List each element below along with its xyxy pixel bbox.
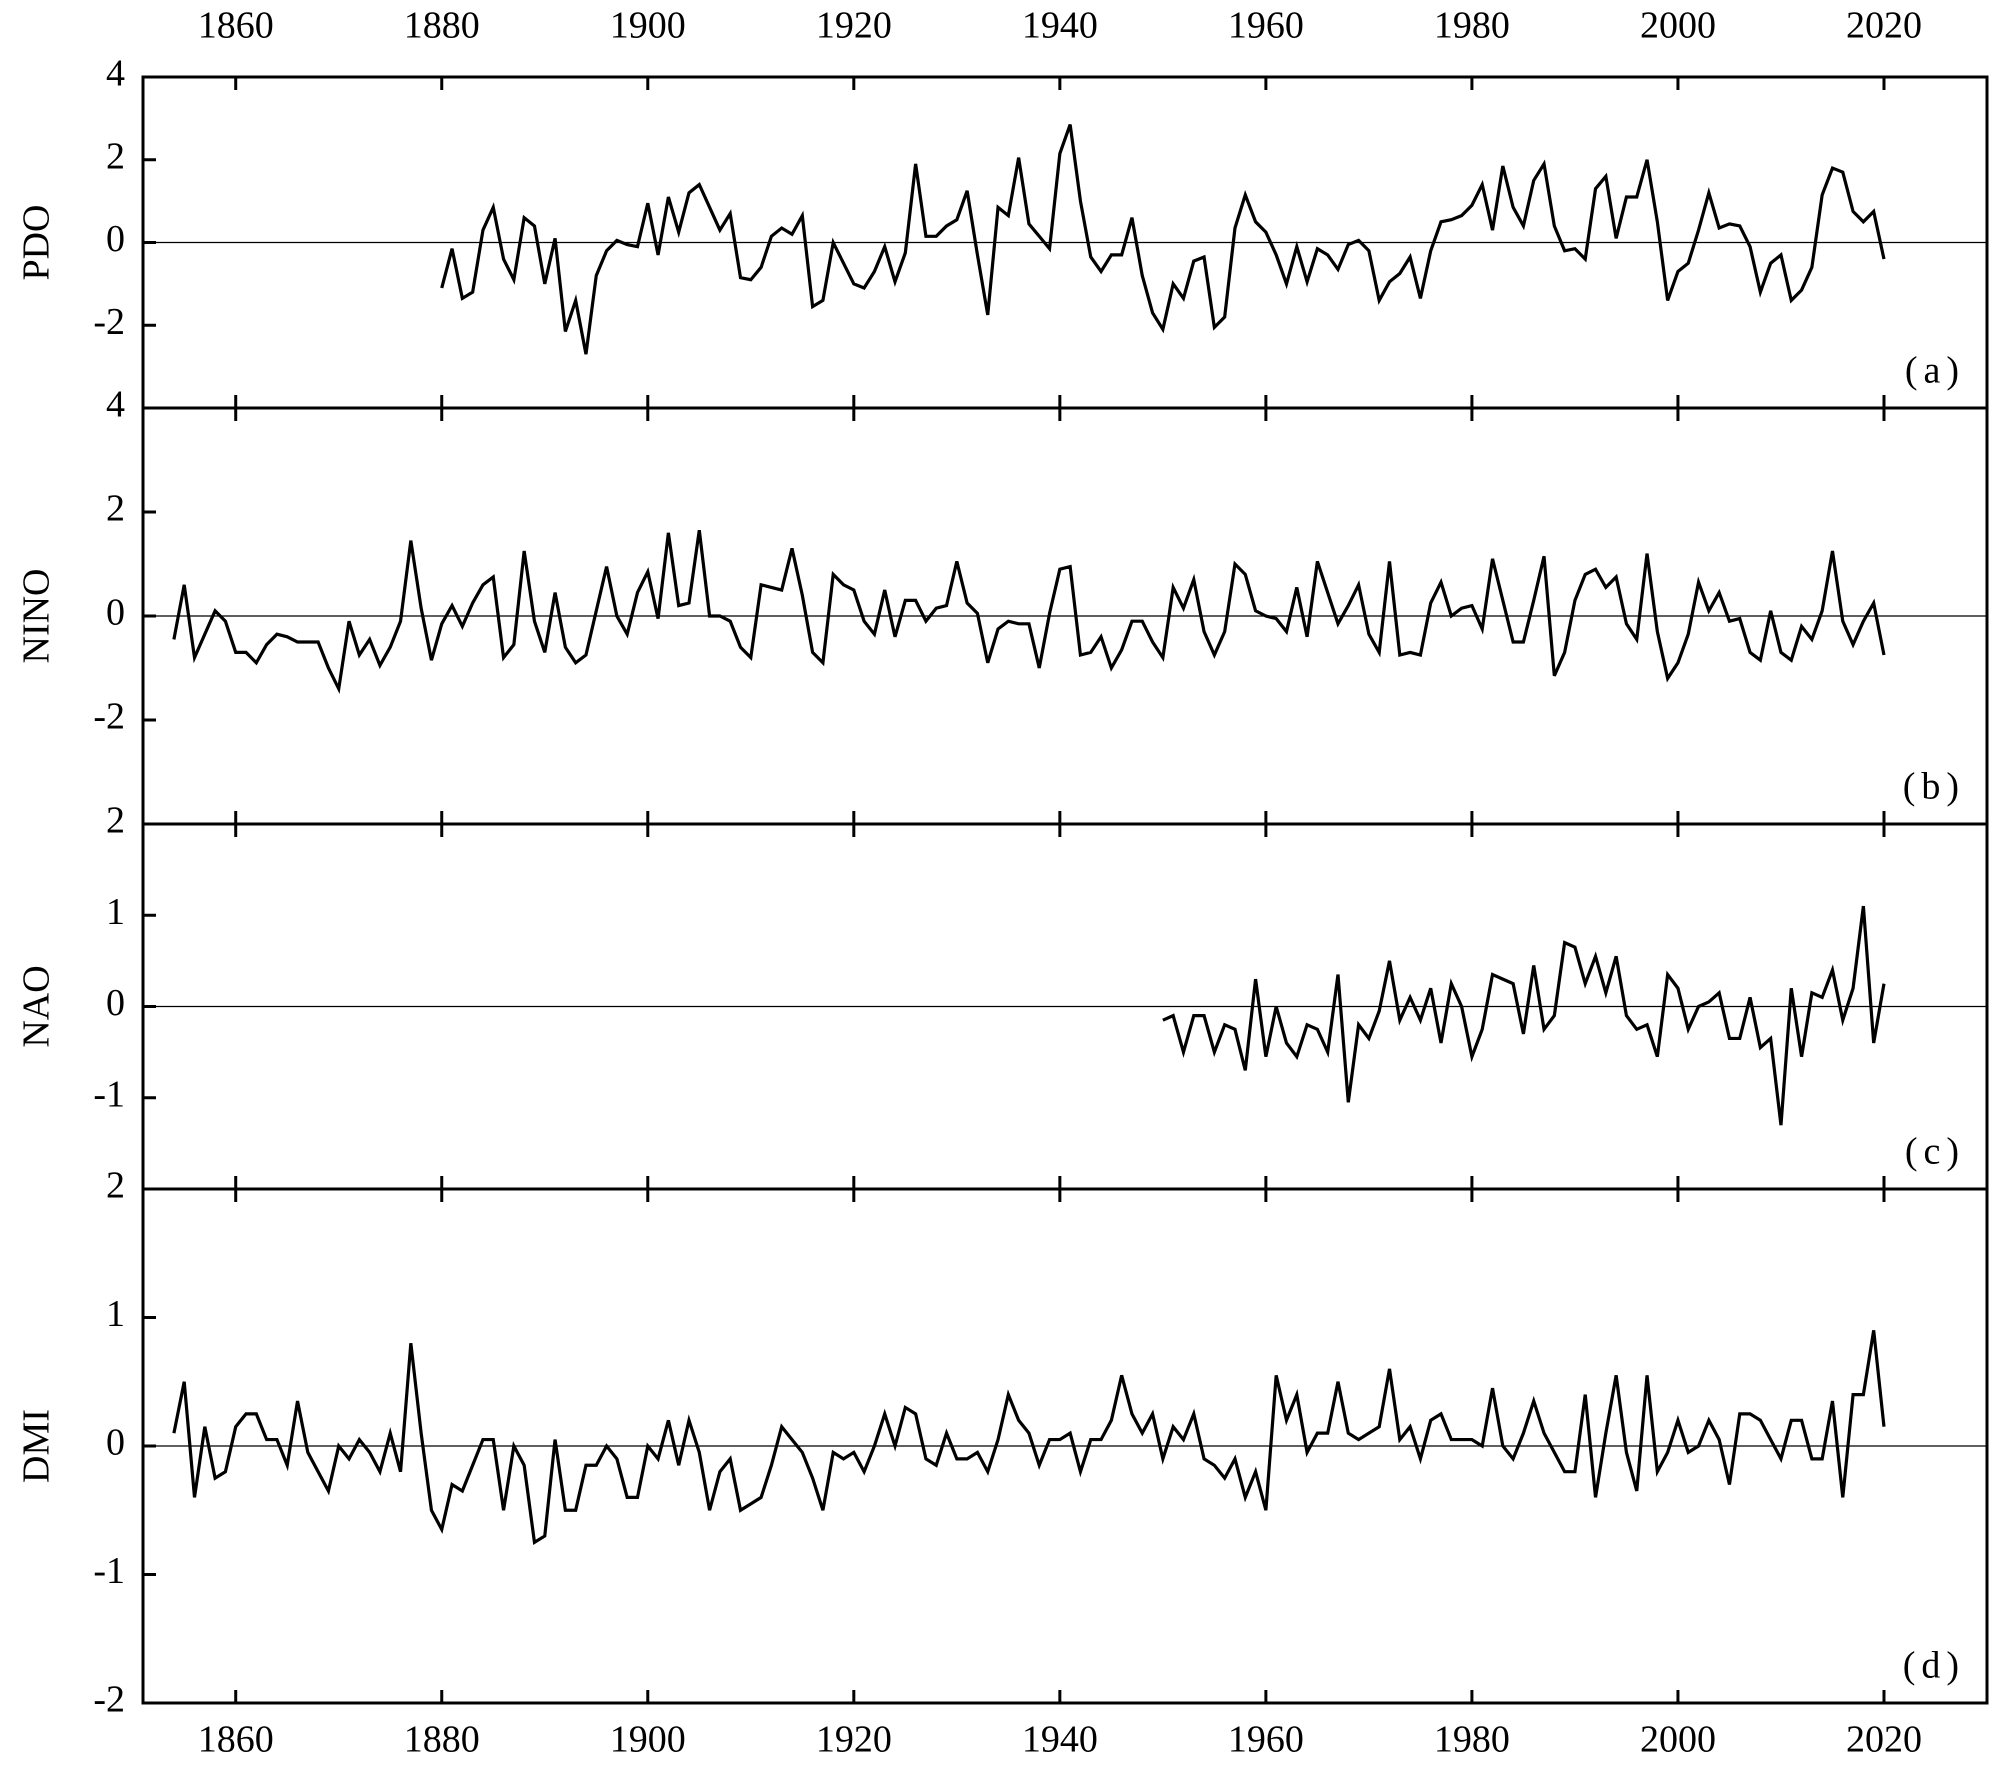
panel-label: (b) xyxy=(1903,766,1965,808)
y-tick-label: -2 xyxy=(93,1679,125,1721)
panel-label: (a) xyxy=(1905,350,1965,392)
y-axis-label: DMI xyxy=(16,1409,58,1483)
x-tick-label: 1860 xyxy=(198,5,274,47)
x-tick-label: 2000 xyxy=(1640,1719,1716,1761)
x-tick-label: 1960 xyxy=(1228,1719,1304,1761)
data-line xyxy=(172,1330,1886,1546)
y-tick-label: 0 xyxy=(106,982,125,1024)
y-tick-label: 4 xyxy=(106,53,125,95)
y-tick-label: 0 xyxy=(106,218,125,260)
y-tick-label: -1 xyxy=(93,1550,125,1592)
panel-label: (c) xyxy=(1905,1131,1965,1173)
data-line xyxy=(440,124,1886,355)
y-tick-label: 1 xyxy=(106,1293,125,1335)
y-tick-label: -2 xyxy=(93,301,125,343)
panel-label: (d) xyxy=(1903,1645,1965,1687)
y-tick-label: 2 xyxy=(106,135,125,177)
x-tick-label: 1940 xyxy=(1022,5,1098,47)
x-tick-label: 1980 xyxy=(1434,1719,1510,1761)
x-tick-label: 2020 xyxy=(1846,1719,1922,1761)
x-tick-label: 1900 xyxy=(610,5,686,47)
y-tick-label: -1 xyxy=(93,1073,125,1115)
y-tick-label: 0 xyxy=(106,1422,125,1464)
y-tick-label: 2 xyxy=(106,800,125,842)
y-tick-label: 4 xyxy=(106,384,125,426)
data-line xyxy=(172,529,1886,695)
y-axis-label: NAO xyxy=(16,965,58,1047)
x-tick-label: 1880 xyxy=(404,1719,480,1761)
x-tick-label: 1980 xyxy=(1434,5,1510,47)
y-tick-label: 2 xyxy=(106,1165,125,1207)
x-tick-label: 1860 xyxy=(198,1719,274,1761)
y-axis-label: PDO xyxy=(16,204,58,280)
y-tick-label: 2 xyxy=(106,488,125,530)
y-axis-label: NINO xyxy=(16,569,58,664)
data-line xyxy=(1162,905,1886,1126)
x-tick-label: 1900 xyxy=(610,1719,686,1761)
x-tick-label: 1940 xyxy=(1022,1719,1098,1761)
x-tick-label: 2020 xyxy=(1846,5,1922,47)
x-tick-label: 1920 xyxy=(816,5,892,47)
x-tick-label: 1880 xyxy=(404,5,480,47)
y-tick-label: 1 xyxy=(106,891,125,933)
x-tick-label: 2000 xyxy=(1640,5,1716,47)
y-tick-label: 0 xyxy=(106,592,125,634)
y-tick-label: -2 xyxy=(93,696,125,738)
x-tick-label: 1960 xyxy=(1228,5,1304,47)
x-tick-label: 1920 xyxy=(816,1719,892,1761)
